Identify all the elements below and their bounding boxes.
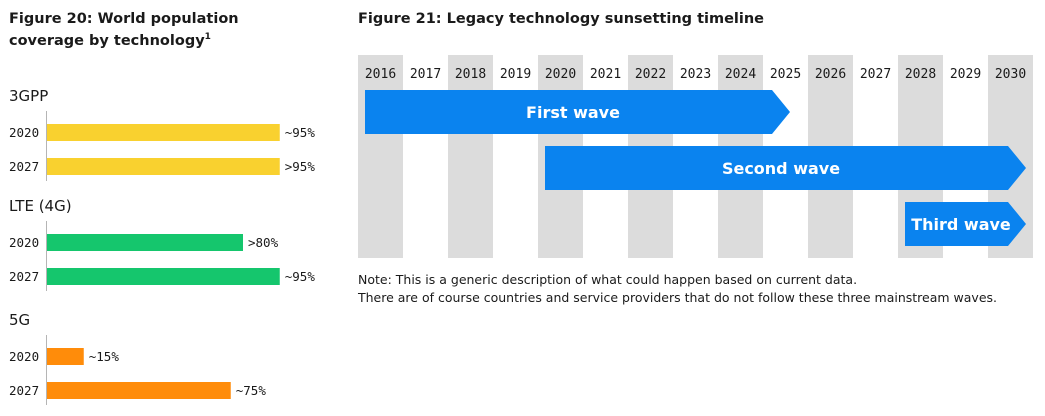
category-tick-label: 2027 (9, 269, 39, 284)
year-label: 2026 (815, 67, 846, 82)
wave-arrow (365, 90, 790, 134)
coverage-bar-chart: 3GPP 2020 ~95% 2027 >95% LTE (4G) 2020 >80% 2027… (9, 87, 316, 405)
bar-value-label: ~15% (89, 349, 120, 364)
year-column-shade (358, 55, 403, 258)
group-label: 5G (9, 311, 30, 329)
year-label: 2020 (545, 67, 576, 82)
figure-21-title: Figure 21: Legacy technology sunsetting … (358, 11, 765, 27)
figure-20-title: Figure 20: World population coverage by … (9, 11, 239, 49)
year-label: 2022 (635, 67, 666, 82)
coverage-bar (47, 382, 231, 399)
year-label: 2024 (725, 67, 756, 82)
year-label: 2027 (860, 67, 891, 82)
year-label: 2025 (770, 67, 801, 82)
coverage-bar (47, 348, 84, 365)
wave-label: Second wave (722, 159, 840, 178)
category-tick-label: 2027 (9, 383, 39, 398)
year-label: 2018 (455, 67, 486, 82)
bar-value-label: ~75% (236, 383, 267, 398)
coverage-bar (47, 158, 280, 175)
timeline-note-line-1: Note: This is a generic description of w… (358, 272, 858, 287)
year-label: 2017 (410, 67, 441, 82)
category-tick-label: 2020 (9, 125, 39, 140)
wave-label: Third wave (911, 215, 1011, 234)
group-label: LTE (4G) (9, 197, 72, 215)
category-tick-label: 2020 (9, 235, 39, 250)
coverage-bar (47, 124, 280, 141)
bar-value-label: >95% (285, 159, 316, 174)
category-tick-label: 2027 (9, 159, 39, 174)
year-label: 2028 (905, 67, 936, 82)
timeline-note-line-2: There are of course countries and servic… (358, 290, 998, 305)
year-label: 2021 (590, 67, 621, 82)
category-tick-label: 2020 (9, 349, 39, 364)
year-label: 2016 (365, 67, 396, 82)
year-column-shade (448, 55, 493, 258)
coverage-bar (47, 268, 280, 285)
bar-value-label: ~95% (285, 125, 316, 140)
wave-arrow (545, 146, 1026, 190)
coverage-bar (47, 234, 243, 251)
bar-value-label: ~95% (285, 269, 316, 284)
wave-label: First wave (526, 103, 620, 122)
bar-value-label: >80% (248, 235, 279, 250)
year-label: 2019 (500, 67, 531, 82)
year-label: 2030 (995, 67, 1026, 82)
wave-arrow (905, 202, 1026, 246)
group-label: 3GPP (9, 87, 48, 105)
year-label: 2029 (950, 67, 981, 82)
year-label: 2023 (680, 67, 711, 82)
